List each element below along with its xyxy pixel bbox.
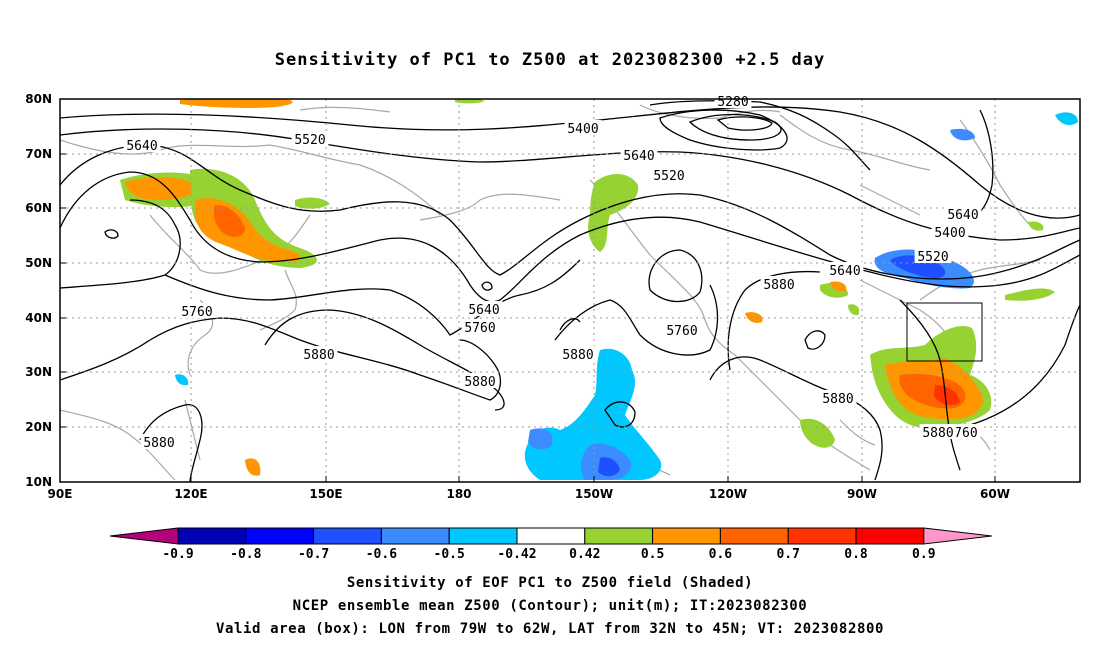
- contour-label: 5880: [303, 348, 334, 363]
- colorbar-tick-label: 0.5: [641, 547, 664, 562]
- lon-label: 180: [446, 487, 471, 501]
- lon-label: 120W: [709, 487, 747, 501]
- lat-label: 30N: [25, 365, 52, 379]
- contour-label: 5520: [653, 169, 684, 184]
- colorbar-segment: [245, 527, 315, 545]
- colorbar-segment: [313, 527, 382, 545]
- contour-label: 5640: [468, 303, 499, 318]
- colorbar-tick-label: -0.7: [298, 547, 329, 562]
- sensitivity-shading: [120, 99, 1078, 480]
- contour-labels: 5280 5400 5520 5640 5640 5520 5640 5400 5520 5640…: [123, 93, 982, 451]
- colorbar-tick-label: -0.9: [162, 547, 193, 562]
- footer-line-3: Valid area (box): LON from 79W to 62W, L…: [215, 621, 885, 637]
- contour-label: 5640: [829, 264, 860, 279]
- contour-label-bg: [123, 137, 161, 152]
- contour-label: 5640: [947, 208, 978, 223]
- contour-label-bg: [714, 93, 752, 108]
- colorbar-max-arrow: [923, 527, 992, 545]
- lat-label: 20N: [25, 420, 52, 434]
- lat-label: 40N: [25, 311, 52, 325]
- contour-label: 5880: [464, 375, 495, 390]
- contour-label: 5520: [917, 250, 948, 265]
- map-title: Sensitivity of PC1 to Z500 at 2023082300…: [274, 50, 826, 70]
- lon-axis-labels: 90E 120E 150E 180 150W 120W 90W 60W: [48, 487, 1010, 501]
- contour-label: 5880: [143, 436, 174, 451]
- contour-label: 5640: [623, 149, 654, 164]
- contour-label: 5880: [763, 278, 794, 293]
- contour-label-bg: [919, 424, 957, 439]
- contour-label: 5760: [464, 321, 495, 336]
- colorbar-segment: [177, 527, 247, 545]
- colorbar-tick-label: -0.6: [366, 547, 397, 562]
- colorbar-tick-label: -0.8: [230, 547, 261, 562]
- valid-area-box: [906, 302, 983, 362]
- contour-label-bg: [465, 301, 503, 316]
- coastlines: [60, 104, 1041, 481]
- colorbar-segment: [584, 527, 654, 545]
- colorbar-tick-label: 0.8: [844, 547, 868, 562]
- colorbar-labels: -0.9 -0.8 -0.7 -0.6 -0.5 -0.42 0.42 0.5 0.6 0.7 0.…: [162, 547, 935, 562]
- contour-label-bg: [300, 346, 338, 361]
- colorbar-tick-label: 0.42: [569, 547, 600, 562]
- contour-label: 5400: [567, 122, 598, 137]
- lon-label: 120E: [174, 487, 207, 501]
- contour-label-bg: [760, 276, 798, 291]
- contour-label-bg: [819, 390, 857, 405]
- contour-label-bg: [559, 346, 597, 361]
- footer-line-2: NCEP ensemble mean Z500 (Contour); unit(…: [292, 598, 808, 614]
- contour-label: 5760: [666, 324, 697, 339]
- contour-label: 5880: [562, 348, 593, 363]
- colorbar-segment: [448, 527, 518, 545]
- contour-label: 5280: [717, 95, 748, 110]
- contour-label: 5520: [294, 133, 325, 148]
- colorbar-tick-label: -0.42: [497, 547, 536, 562]
- contour-label-bg: [914, 248, 952, 263]
- colorbar-tick-label: 0.7: [776, 547, 799, 562]
- contour-label-bg: [931, 224, 969, 239]
- colorbar-segment: [787, 527, 857, 545]
- contour-label-bg: [620, 147, 658, 162]
- colorbar-tick-label: -0.5: [434, 547, 465, 562]
- footer-line-1: Sensitivity of EOF PC1 to Z500 field (Sh…: [346, 575, 754, 591]
- colorbar-tick-label: 0.6: [709, 547, 733, 562]
- contour-label-bg: [461, 373, 499, 388]
- map-frame: [59, 98, 1081, 483]
- contour-label-bg: [944, 206, 982, 221]
- contour-label-bg: [140, 434, 178, 449]
- colorbar-min-arrow: [109, 527, 179, 545]
- contour-label: 5400: [934, 226, 965, 241]
- tick-marks: [59, 98, 996, 482]
- lon-label: 90W: [847, 487, 877, 501]
- contour-label: 5640: [126, 139, 157, 154]
- contour-label-bg: [650, 167, 688, 182]
- lon-label: 60W: [980, 487, 1010, 501]
- lat-label: 50N: [25, 256, 52, 270]
- lat-label: 80N: [25, 92, 52, 106]
- lat-axis-labels: 10N 20N 30N 40N 50N 60N 70N 80N: [25, 92, 52, 489]
- contour-label: 5760: [181, 305, 212, 320]
- contour-label-bg: [178, 303, 216, 318]
- colorbar-segment: [652, 527, 721, 545]
- lon-label: 90E: [48, 487, 73, 501]
- colorbar-segment: [380, 527, 450, 545]
- lat-label: 70N: [25, 147, 52, 161]
- colorbar-segment: [719, 527, 789, 545]
- colorbar: [109, 527, 992, 545]
- lat-label: 60N: [25, 201, 52, 215]
- contour-label: 5880: [822, 392, 853, 407]
- gridlines: [60, 99, 1080, 482]
- contour-label-bg: [291, 131, 329, 146]
- contour-label-bg: [461, 319, 499, 334]
- contour-label-bg: [826, 262, 864, 277]
- colorbar-segment: [855, 527, 925, 545]
- colorbar-segment: [516, 527, 586, 545]
- contour-label-bg: [663, 322, 701, 337]
- lon-label: 150E: [309, 487, 342, 501]
- colorbar-tick-label: 0.9: [912, 547, 935, 562]
- contour-label-bg: [564, 120, 602, 135]
- lon-label: 150W: [575, 487, 613, 501]
- contour-label: 5880: [922, 426, 953, 441]
- lat-label: 10N: [25, 475, 52, 489]
